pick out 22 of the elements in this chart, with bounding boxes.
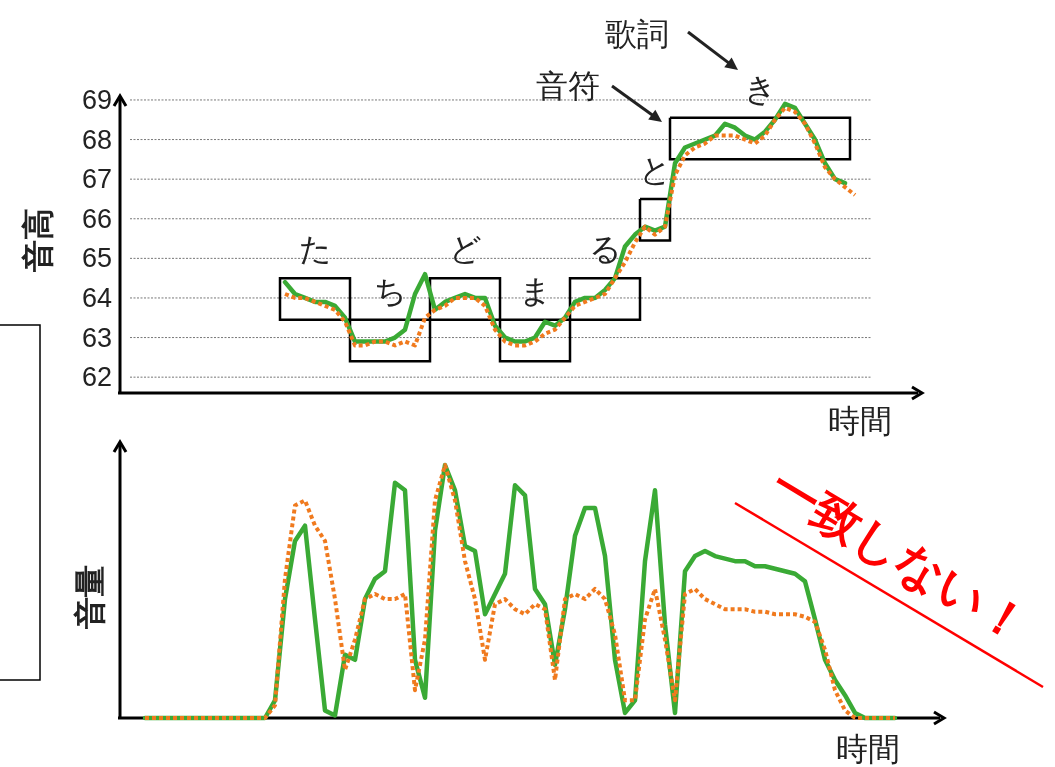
x-axis-title: 時間 <box>836 731 900 767</box>
annotation: き <box>743 70 777 107</box>
y-tick-label: 69 <box>81 84 112 115</box>
y-axis-title: 音高 <box>20 208 56 272</box>
annotation: 音符 <box>536 68 600 104</box>
y-tick-label: 67 <box>81 164 112 195</box>
y-tick-label: 63 <box>81 322 112 353</box>
annotation: る <box>588 231 622 268</box>
annotation: 一致しない！ <box>761 458 1039 654</box>
x-axis-title: 時間 <box>828 403 892 439</box>
y-tick-label: 62 <box>81 362 112 393</box>
y-tick-label: 66 <box>81 203 112 234</box>
annotation: と <box>638 151 672 188</box>
annotation: ど <box>448 231 482 268</box>
y-tick-label: 64 <box>81 282 112 313</box>
annotation: ち <box>373 272 407 309</box>
text: 歌詞 <box>605 16 669 52</box>
annotation: ま <box>518 272 552 309</box>
y-tick-label: 68 <box>81 124 112 155</box>
y-axis-title: 音量 <box>72 565 108 629</box>
annotation: た <box>298 231 332 268</box>
y-tick-label: 65 <box>81 243 112 274</box>
